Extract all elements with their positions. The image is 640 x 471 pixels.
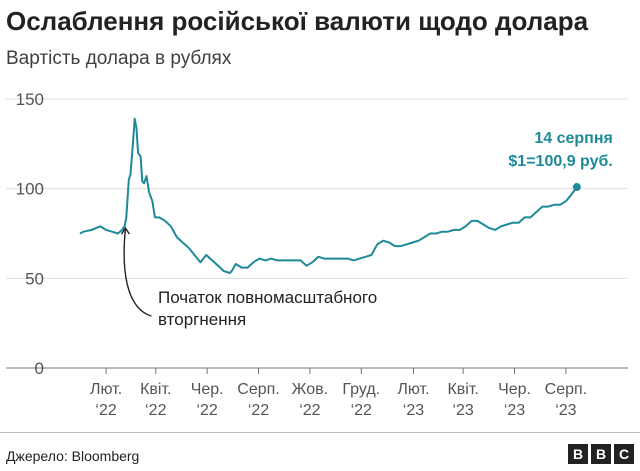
x-tick-label: Квіт. <box>447 381 478 398</box>
bbc-logo-letter: B <box>591 444 611 464</box>
annotation-arrow <box>123 228 152 317</box>
end-point-label: 14 серпня <box>534 130 612 147</box>
y-tick-label: 0 <box>35 359 44 378</box>
x-tick-label: ‘23 <box>504 402 525 419</box>
x-tick-label: Лют. <box>90 381 122 398</box>
x-tick-label: Груд. <box>342 381 380 398</box>
end-point-label: $1=100,9 руб. <box>508 153 612 170</box>
x-tick-label: Чер. <box>191 381 224 398</box>
y-tick-label: 100 <box>16 180 44 199</box>
y-tick-label: 150 <box>16 90 44 109</box>
x-tick-label: ‘23 <box>452 402 473 419</box>
x-tick-label: ‘22 <box>351 402 372 419</box>
bbc-logo-letter: C <box>614 444 634 464</box>
x-tick-label: Серп. <box>545 381 587 398</box>
source-note: Джерело: Bloomberg <box>6 448 140 464</box>
annotation-text: вторгнення <box>158 310 246 329</box>
x-tick-label: Лют. <box>397 381 429 398</box>
bbc-logo: B B C <box>568 444 634 464</box>
series-line <box>79 117 578 274</box>
end-point-marker <box>572 183 581 192</box>
x-tick-label: ‘22 <box>95 402 116 419</box>
x-tick-label: ‘22 <box>196 402 217 419</box>
chart-subtitle: Вартість долара в рублях <box>6 48 232 69</box>
line-chart: 0 50 100 150 Лют. ‘22 Квіт. ‘22 Чер. ‘22 Серп. ‘22… <box>6 90 628 419</box>
bbc-logo-letter: B <box>568 444 588 464</box>
y-tick-label: 50 <box>25 269 44 288</box>
x-tick-label: Чер. <box>498 381 531 398</box>
x-tick-label: ‘22 <box>248 402 269 419</box>
annotation-text: Початок повномасштабного <box>158 288 377 307</box>
x-tick-label: ‘22 <box>299 402 320 419</box>
x-tick-label: ‘23 <box>403 402 424 419</box>
x-tick-label: Серп. <box>237 381 279 398</box>
x-tick-label: Квіт. <box>140 381 171 398</box>
x-tick-label: ‘23 <box>555 402 576 419</box>
x-tick-label: Жов. <box>292 381 328 398</box>
x-tick-label: ‘22 <box>145 402 166 419</box>
footer-divider <box>0 432 640 433</box>
annotation-arrowhead <box>120 226 131 235</box>
chart-title: Ослаблення російської валюти щодо долара <box>6 6 589 36</box>
